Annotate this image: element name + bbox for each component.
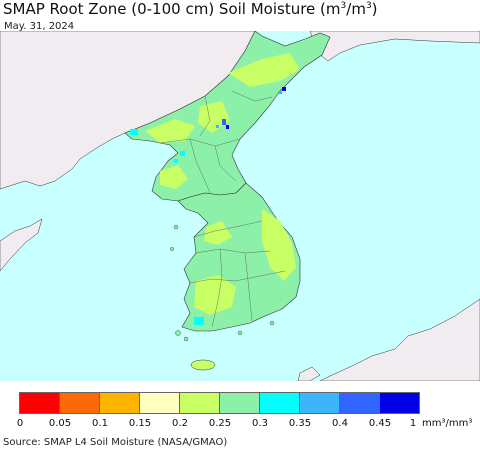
legend-swatch-2 bbox=[100, 393, 140, 413]
legend-tick-label: 0.2 bbox=[172, 418, 188, 429]
source-credit: Source: SMAP L4 Soil Moisture (NASA/GMAO… bbox=[3, 437, 227, 448]
soil-moisture-map bbox=[0, 31, 480, 381]
small-island bbox=[270, 321, 274, 325]
wet-spot bbox=[180, 151, 185, 156]
wet-spot bbox=[194, 317, 204, 325]
wet-spot bbox=[130, 129, 138, 135]
wet-spot bbox=[174, 159, 178, 163]
small-island bbox=[238, 331, 242, 335]
legend-swatch-8 bbox=[340, 393, 380, 413]
small-island bbox=[174, 225, 178, 229]
wet-spot bbox=[216, 125, 219, 128]
legend-ticks: 0 0.05 0.1 0.15 0.2 0.25 0.3 0.35 0.4 0.… bbox=[0, 418, 480, 432]
small-island bbox=[170, 247, 174, 251]
small-island bbox=[184, 337, 188, 341]
legend-swatch-0 bbox=[20, 393, 60, 413]
legend-tick-label: 0.4 bbox=[332, 418, 348, 429]
wet-spot bbox=[222, 119, 226, 125]
jeju-island bbox=[191, 360, 215, 370]
wet-spot bbox=[278, 91, 282, 94]
legend-swatch-3 bbox=[140, 393, 180, 413]
legend-tick-label: 0 bbox=[17, 418, 23, 429]
legend-tick-label: 0.1 bbox=[92, 418, 108, 429]
legend-swatch-1 bbox=[60, 393, 100, 413]
color-legend bbox=[19, 392, 420, 414]
legend-tick-label: 0.15 bbox=[129, 418, 151, 429]
wet-spot bbox=[226, 125, 229, 129]
map-title: SMAP Root Zone (0-100 cm) Soil Moisture … bbox=[3, 0, 378, 18]
legend-swatch-7 bbox=[300, 393, 340, 413]
legend-tick-label: 0.25 bbox=[209, 418, 231, 429]
small-island bbox=[176, 331, 181, 336]
wet-spot bbox=[282, 87, 286, 91]
legend-tick-label: 0.35 bbox=[289, 418, 311, 429]
legend-tick-label: 0.05 bbox=[49, 418, 71, 429]
legend-swatch-4 bbox=[180, 393, 220, 413]
legend-swatch-5 bbox=[220, 393, 260, 413]
legend-tick-label: 1 bbox=[410, 418, 416, 429]
legend-swatch-9 bbox=[380, 393, 419, 413]
legend-swatch-6 bbox=[260, 393, 300, 413]
legend-unit: mm³/mm³ bbox=[422, 418, 472, 429]
legend-tick-label: 0.3 bbox=[252, 418, 268, 429]
legend-tick-label: 0.45 bbox=[369, 418, 391, 429]
